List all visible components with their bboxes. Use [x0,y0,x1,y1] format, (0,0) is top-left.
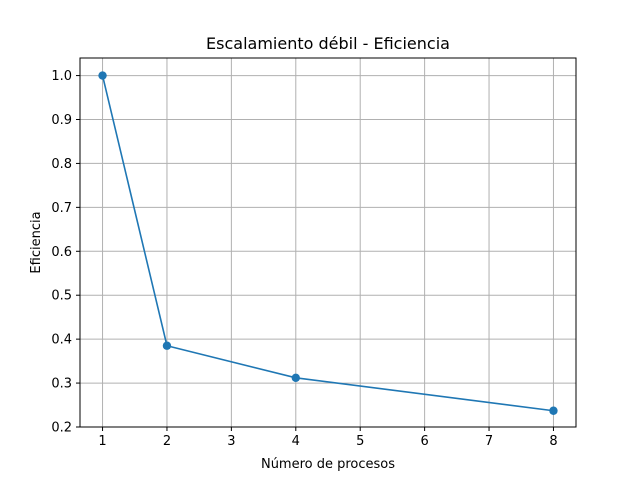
x-tick-label: 3 [227,434,235,449]
x-tick-label: 4 [292,434,300,449]
series-line [101,75,554,412]
y-tick-label: 0.8 [51,157,72,172]
x-tick-label: 7 [485,434,493,449]
x-tick-label: 5 [356,434,364,449]
ticks: 1 2 3 4 5 6 7 8 0.2 0.3 0.4 0.5 0.6 0.7 0.8 0.9 1.0 [51,69,557,449]
series-layer [98,71,558,415]
chart-title: Escalamiento débil - Eficiencia [206,34,450,53]
x-tick-label: 1 [98,434,106,449]
y-tick-label: 1.0 [51,69,72,84]
x-tick-label: 8 [549,434,557,449]
data-point [549,406,558,415]
data-point [98,71,107,80]
y-axis-title: Eficiencia [29,211,44,273]
y-tick-label: 0.4 [51,333,72,348]
data-point [162,341,172,350]
grid [80,58,576,428]
plot-frame [79,57,577,428]
y-tick-label: 0.7 [51,201,72,216]
y-tick-label: 0.6 [51,245,72,260]
y-tick-label: 0.3 [51,377,72,392]
y-tick-label: 0.2 [51,421,72,436]
data-point [291,373,300,382]
y-tick-label: 0.9 [51,113,72,128]
x-tick-label: 2 [163,434,171,449]
y-tick-label: 0.5 [51,289,72,304]
x-axis-title: Número de procesos [261,457,395,472]
x-tick-label: 6 [420,434,428,449]
